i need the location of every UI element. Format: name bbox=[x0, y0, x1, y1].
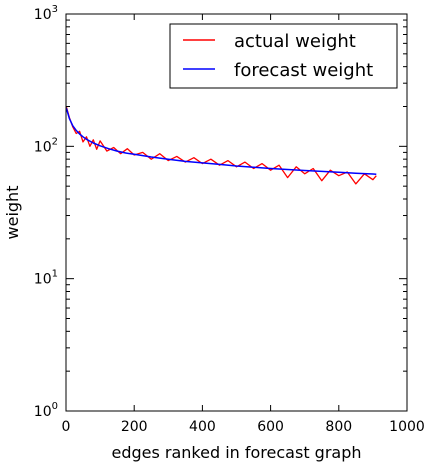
legend-label-forecast: forecast weight bbox=[234, 60, 373, 81]
y-tick-exponent: 1 bbox=[52, 269, 58, 280]
y-tick-base: 10 bbox=[34, 272, 52, 288]
y-tick-exponent: 3 bbox=[52, 4, 58, 15]
y-tick-label: 101 bbox=[34, 269, 58, 288]
x-tick-label: 200 bbox=[121, 419, 148, 435]
y-axis-label: weight bbox=[3, 186, 22, 240]
x-tick-label: 0 bbox=[62, 419, 71, 435]
y-tick-label: 100 bbox=[34, 401, 58, 420]
y-tick-label: 103 bbox=[34, 4, 58, 23]
legend-box bbox=[169, 23, 398, 89]
x-tick-label: 600 bbox=[257, 419, 284, 435]
y-tick-base: 10 bbox=[34, 404, 52, 420]
plot-frame bbox=[65, 13, 408, 412]
y-tick-exponent: 2 bbox=[52, 136, 58, 147]
y-tick-base: 10 bbox=[34, 7, 52, 23]
y-tick-exponent: 0 bbox=[52, 401, 58, 412]
series-actual-weight bbox=[65, 106, 377, 185]
legend-label-actual: actual weight bbox=[234, 31, 356, 52]
x-tick-label: 800 bbox=[325, 419, 352, 435]
x-tick-label: 400 bbox=[189, 419, 216, 435]
series-layer bbox=[65, 106, 377, 185]
series-forecast-weight bbox=[65, 107, 377, 175]
legend: actual weight forecast weight bbox=[169, 23, 398, 89]
x-axis-label: edges ranked in forecast graph bbox=[111, 443, 361, 462]
y-tick-label: 102 bbox=[34, 136, 58, 155]
y-tick-base: 10 bbox=[34, 139, 52, 155]
x-tick-label: 1000 bbox=[389, 419, 425, 435]
